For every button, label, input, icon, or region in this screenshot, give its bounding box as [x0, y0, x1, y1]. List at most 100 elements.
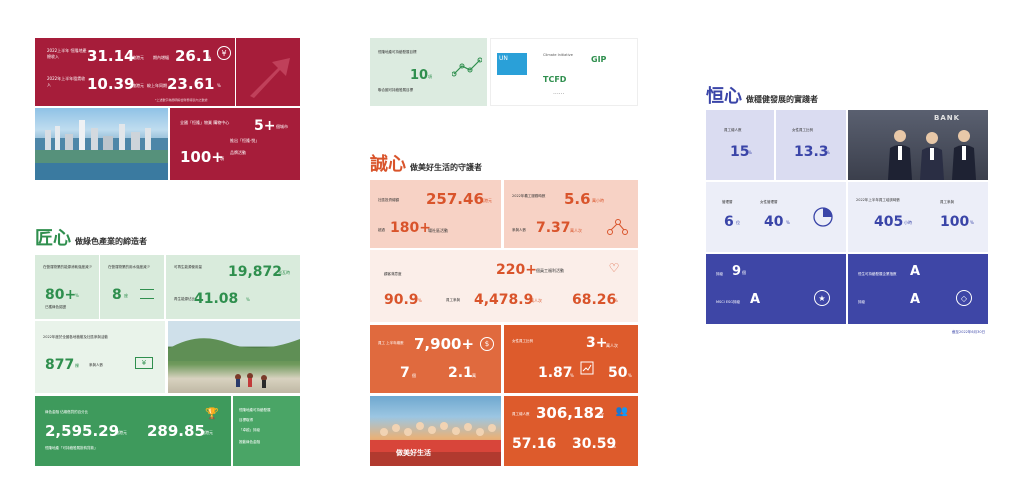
trees-sub: 參與人數 — [89, 363, 103, 367]
msci-value: 9 — [732, 264, 742, 279]
sdg-unit: 項 — [428, 74, 432, 79]
hsi-label: 恒生可持續發展企業指數 — [858, 272, 897, 276]
hsi-tile: 恒生可持續發展企業指數 A 評級 A ◇ — [848, 254, 988, 324]
section-heading-craft: 匠心 做綠色產業的締造者 — [35, 224, 147, 250]
people-value: 306,182 — [536, 404, 605, 422]
trees-label: 2022年度於全國各地植樹及社區參與活動 — [43, 335, 108, 339]
yoy-unit: % — [217, 83, 221, 88]
community-value2: 180+ — [390, 220, 431, 236]
training-label: 2022年上半年員工培訓時數 — [856, 198, 900, 202]
gender-tile: 女性員工比例 3+ 萬人次 1.87 % 50 % — [504, 325, 638, 393]
volunteer-unit2: 萬人次 — [570, 228, 582, 233]
growth-unit: % — [207, 55, 211, 60]
participation-rate: 68.26 — [572, 292, 617, 308]
community-value: 257.46 — [426, 190, 484, 208]
renewable-label: 可再生能源使用量 — [174, 265, 202, 269]
arrow-panel — [236, 38, 300, 106]
staff-value3: 2.1 — [448, 365, 473, 381]
gender-unit2: % — [570, 373, 574, 378]
training-unit: 小時 — [904, 220, 912, 225]
revenue-card: 2022上半年 恒隆地產總收入 31.14 億港元 期內增幅 26.1 % ¥ … — [35, 38, 235, 106]
renewable-unit2: % — [246, 297, 250, 302]
network-icon — [607, 219, 628, 235]
section-title: 恒心 — [706, 86, 742, 107]
revenue-label: 2022上半年 恒隆地產總收入 — [47, 48, 87, 59]
female-mgmt-value: 40 — [764, 214, 784, 230]
section-subtitle: 做美好生活的守護者 — [410, 163, 482, 172]
growth-label: 期內增幅 — [153, 55, 169, 60]
hsi-value: A — [910, 264, 921, 279]
section-title: 誠心 — [370, 154, 406, 175]
staff-unit: 人 — [466, 343, 470, 348]
community-tile: 社區投資總額 257.46 萬港元 超過 180+ 場社區活動 — [370, 180, 501, 248]
campaign-sub: 品牌活動 — [230, 150, 246, 155]
city-photo — [35, 108, 168, 180]
tree-photo — [168, 321, 300, 393]
people-label: 員工總人數 — [512, 412, 530, 416]
volunteer-label: 2022年義工服務時數 — [512, 194, 546, 198]
up-arrow-icon — [250, 58, 290, 98]
msci-tile: 評級 9 個 MSCI ESG評級 A ★ — [706, 254, 846, 324]
energy-sub: 已獲綠色認證 — [45, 305, 66, 309]
people-value2: 57.16 — [512, 436, 557, 452]
revenue-value: 31.14 — [87, 47, 135, 65]
note-line-1: 恒隆地產可持續發展 — [239, 408, 271, 412]
city-card: 全國「恒隆」物業 購物中心 5+ 個城市 推出「恒隆·悅」 100+ 項 品牌活… — [170, 108, 300, 180]
gip-logo: GIP — [591, 55, 607, 64]
management-tile: 管理層 6 位 女性管理層 40 % — [706, 182, 846, 252]
training-tile: 2022年上半年員工培訓時數 405 小時 員工參與 100 % — [848, 182, 988, 252]
management-unit: 位 — [736, 220, 740, 225]
participation-unit: 萬人次 — [530, 298, 542, 303]
training-value2: 100 — [940, 214, 970, 230]
water-tile: 在營運物業的用水強度減少 8 座 — [100, 255, 164, 319]
trophy-icon: 🏆 — [205, 406, 219, 420]
gender-unit: 萬人次 — [606, 343, 618, 348]
tcfd-logo: TCFD — [543, 75, 567, 84]
campaign-label: 推出「恒隆·悅」 — [230, 138, 260, 143]
staff-value: 7,900+ — [414, 335, 475, 353]
community-label2: 超過 — [378, 228, 385, 232]
energy-tile: 在營運物業的能源消耗強度減少 80+ % 已獲綠色認證 — [35, 255, 99, 319]
renewable-value2: 41.08 — [194, 291, 239, 307]
female-unit: % — [826, 150, 830, 155]
finance-value2: 289.85 — [147, 422, 205, 440]
msci-label: 評級 — [716, 272, 723, 276]
section-subtitle: 做綠色產業的締造者 — [75, 237, 147, 246]
staff-value2: 7 — [400, 365, 410, 381]
growth-value: 26.1 — [175, 47, 213, 65]
participation-value: 4,478.9 — [474, 292, 534, 308]
section-subtitle: 做穩健發展的實踐者 — [746, 95, 818, 104]
employee-tile: 員工總人數 15 % — [706, 110, 774, 180]
right-footnote: 截至2022年6月30日 — [952, 330, 986, 334]
community-unit: 萬港元 — [480, 198, 492, 203]
msci-unit: 個 — [742, 270, 746, 275]
rental-label: 2022年上半年租賃收入 — [47, 76, 86, 87]
green-finance-tile: 綠色金融 佔總借貸的百分比 2,595.29 億港元 289.85 億港元 恒隆… — [35, 396, 231, 466]
campaign-value: 100+ — [180, 148, 224, 166]
section-heading-perseverance: 恒心 做穩健發展的實踐者 — [706, 82, 818, 108]
finance-unit: 億港元 — [115, 430, 127, 435]
volunteer-tile: 2022年義工服務時數 5.6 萬小時 參與人數 7.37 萬人次 — [504, 180, 638, 248]
pie-chart-icon — [813, 207, 833, 227]
note-line-3: 「卓越」評級 — [239, 428, 260, 432]
management-label: 管理層 — [722, 200, 733, 204]
gender-label: 女性員工比例 — [512, 339, 533, 343]
employee-label: 員工總人數 — [724, 128, 742, 132]
city-label: 全國「恒隆」物業 購物中心 — [180, 120, 230, 125]
sdg-sub: 聯合國可持續發展目標 — [378, 88, 413, 92]
photo-caption: 做美好生活 — [396, 449, 431, 457]
trees-value: 877 — [45, 357, 75, 373]
trend-line-icon — [452, 57, 482, 77]
more-logos: ...... — [553, 89, 565, 96]
welfare-unit: 個員工福利活動 — [536, 268, 564, 273]
people-icon: 👥 — [615, 405, 629, 417]
climate-logo: Climate Initiative — [543, 53, 573, 57]
female-value: 13.3 — [794, 144, 829, 160]
volunteer-value: 5.6 — [564, 190, 591, 208]
money-icon: ¥ — [135, 357, 153, 369]
rental-unit: 億港元 — [132, 83, 144, 88]
renewable-label2: 再生能源佔比 — [174, 297, 195, 301]
sdg-value: 10 — [410, 68, 429, 83]
female-mgmt-unit: % — [786, 220, 790, 225]
sdg-label: 恒隆地產可持續發展目標 — [378, 50, 417, 54]
